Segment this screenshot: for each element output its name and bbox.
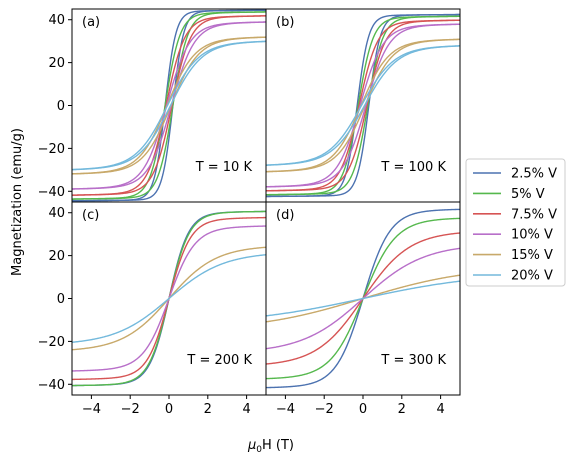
legend-label: 7.5% V: [511, 207, 557, 222]
panels-layer: (a) T = 10 K (b) T = 100 K (c) T = 200 K (d) T …: [72, 9, 460, 389]
panel-a: (a) T = 10 K: [72, 9, 266, 202]
series-line-20-v-descending: [72, 40, 266, 171]
x-tick-label: −4: [82, 402, 101, 417]
x-axis-title: μ0H (T): [247, 438, 294, 455]
x-tick-label: 4: [436, 402, 444, 417]
x-tick-label: −2: [315, 402, 334, 417]
series-line-7-5-v-ascending: [266, 19, 460, 192]
y-tick-label: 20: [48, 249, 65, 264]
series-line-5-v-ascending: [266, 15, 460, 196]
series-line-15-v-ascending: [72, 36, 266, 175]
panel-d: (d) T = 300 K: [266, 208, 460, 389]
x-tick-label: 0: [359, 402, 367, 417]
legend: 2.5% V 5% V 7.5% V 10% V 15% V 20% V: [465, 158, 566, 287]
panel-b: (b) T = 100 K: [266, 13, 460, 198]
panel-curves: [72, 210, 266, 387]
y-tick-label: −20: [38, 335, 65, 350]
panel-tag: (b): [276, 15, 294, 30]
y-axis-title: Magnetization (emu/g): [10, 128, 25, 276]
series-line-2-5-v-ascending: [266, 13, 460, 198]
panel-tag: (a): [82, 15, 100, 30]
y-tick-label: 20: [48, 56, 65, 71]
series-line-20-v-ascending: [266, 45, 460, 166]
legend-label: 20% V: [511, 269, 553, 284]
legend-label: 5% V: [511, 187, 545, 202]
series-line-20-v-ascending: [72, 40, 266, 171]
temperature-label: T = 10 K: [195, 160, 253, 175]
panel-curves: [266, 13, 460, 198]
x-tick-label: −4: [276, 402, 295, 417]
y-tick-label: −20: [38, 142, 65, 157]
x-tick-label: 0: [165, 402, 173, 417]
panel-curves: [72, 9, 266, 202]
x-tick-label: −2: [121, 402, 140, 417]
y-tick-label: −40: [38, 185, 65, 200]
series-line-20-v: [266, 280, 460, 317]
panel-tag: (d): [276, 208, 294, 223]
temperature-label: T = 300 K: [380, 353, 446, 368]
legend-label: 15% V: [511, 248, 553, 263]
series-line-20-v: [72, 254, 266, 343]
x-tick-label: 4: [242, 402, 250, 417]
series-line-10-v-ascending: [72, 21, 266, 190]
y-tick-label: −40: [38, 378, 65, 393]
panel-c: (c) T = 200 K: [72, 208, 266, 387]
series-line-15-v-ascending: [266, 38, 460, 173]
temperature-label: T = 100 K: [380, 160, 446, 175]
y-tick-label: 40: [48, 206, 65, 221]
legend-label: 2.5% V: [511, 167, 557, 182]
panel-tag: (c): [82, 208, 99, 223]
series-line-15-v-descending: [72, 36, 266, 175]
x-tick-label: 2: [398, 402, 406, 417]
legend-label: 10% V: [511, 228, 553, 243]
y-tick-label: 0: [57, 292, 65, 307]
series-line-10-v-ascending: [266, 23, 460, 188]
series-line-2-5-v-ascending: [72, 9, 266, 202]
y-tick-label: 0: [57, 99, 65, 114]
x-tick-label: 2: [204, 402, 212, 417]
series-line-5-v-ascending: [72, 11, 266, 200]
panel-curves: [266, 208, 460, 389]
temperature-label: T = 200 K: [186, 353, 252, 368]
series-line-7-5-v-ascending: [72, 15, 266, 196]
y-tick-label: 40: [48, 13, 65, 28]
